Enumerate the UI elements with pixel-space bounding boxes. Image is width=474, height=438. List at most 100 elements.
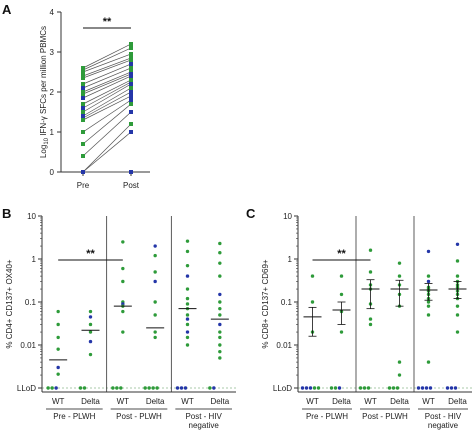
c-data-point: [339, 292, 344, 297]
panel-letter-b: B: [2, 206, 11, 221]
b-data-point: [218, 335, 222, 340]
b-data-point: [218, 292, 222, 297]
b-data-point: [218, 356, 222, 360]
a-y-axis-title-prefix: Log: [39, 145, 48, 158]
b-data-point: [121, 266, 125, 271]
c-x-category-label: WT: [364, 397, 377, 406]
a-post-point: [129, 98, 133, 102]
c-data-point: [455, 304, 460, 308]
c-data-point: [310, 300, 315, 304]
b-data-point: [218, 330, 222, 334]
c-x-category-label: WT: [306, 397, 319, 406]
b-data-point: [218, 343, 222, 347]
panel-letter-c: C: [246, 206, 256, 221]
b-data-point: [121, 330, 125, 334]
b-data-point: [151, 386, 155, 390]
b-group-label: Pre - PLWH: [53, 412, 95, 421]
c-data-point: [416, 386, 421, 390]
b-data-point: [56, 322, 60, 327]
a-y-tick-label: 4: [50, 8, 55, 17]
a-pair-line: [82, 81, 132, 109]
a-post-point: [129, 102, 133, 106]
c-data-point: [339, 274, 344, 278]
c-y-tick-label: LLoD: [273, 384, 292, 393]
a-post-point: [129, 122, 133, 126]
a-pair-line: [82, 123, 132, 173]
b-y-tick-label: 0.1: [25, 298, 37, 307]
c-y-axis-title: % CD8+ CD137+ CD69+: [261, 259, 270, 348]
b-data-point: [183, 386, 188, 390]
c-data-point: [316, 386, 321, 390]
a-x-category-label: Pre: [77, 181, 90, 190]
b-data-point: [212, 386, 216, 390]
a-post-point: [129, 94, 133, 98]
a-post-point: [129, 42, 133, 46]
a-pre-point: [81, 130, 85, 134]
a-y-axis-title-sub: 10: [44, 137, 50, 144]
a-post-point: [129, 86, 133, 90]
a-post-point: [129, 130, 133, 134]
a-y-tick-label: 2: [50, 88, 55, 97]
b-data-point: [185, 322, 190, 327]
c-x-category-label: Delta: [390, 397, 409, 406]
b-group-label: Post - HIV: [185, 412, 222, 421]
c-data-point: [426, 313, 431, 317]
c-group-label: Post - PLWH: [362, 412, 408, 421]
c-data-point: [455, 242, 460, 246]
a-pair-line: [82, 111, 132, 157]
a-pair-line: [82, 75, 132, 99]
b-data-point: [185, 287, 190, 291]
c-data-point: [368, 322, 373, 327]
b-data-point: [153, 300, 157, 304]
b-data-point: [111, 386, 115, 390]
a-significance-label: **: [103, 16, 112, 28]
b-x-category-label: Delta: [210, 397, 229, 406]
c-data-point: [426, 274, 431, 278]
b-data-point: [56, 335, 60, 340]
a-post-point: [129, 62, 133, 66]
b-data-point: [153, 270, 157, 274]
c-group-label: negative: [428, 421, 459, 430]
c-group-label: Pre - PLWH: [306, 412, 348, 421]
b-data-point: [185, 330, 190, 334]
a-pair-line: [82, 99, 132, 133]
b-data-point: [153, 244, 157, 248]
c-data-point: [362, 386, 367, 390]
a-pre-point: [81, 82, 85, 86]
a-pre-point: [81, 110, 85, 114]
a-y-axis-title: Log10 IFN-γ SFCs per million PBMCs: [39, 26, 50, 158]
a-pre-point: [81, 102, 85, 106]
b-data-point: [121, 240, 125, 244]
panel-b-chart: 10 1 0.1 0.01 LLoD % CD4+ CD137+ OX40+ WT Delta…: [5, 212, 236, 430]
panel-c-chart: 10 1 0.1 0.01 LLoD % CD8+ CD137+ CD69+ WT Delta…: [261, 212, 472, 430]
b-data-point: [78, 386, 83, 390]
a-pair-line: [82, 95, 132, 121]
b-data-point: [153, 313, 157, 317]
b-data-point: [119, 386, 123, 390]
b-x-category-label: WT: [117, 397, 130, 406]
b-y-tick-label: LLoD: [17, 384, 36, 393]
c-data-point: [333, 386, 338, 390]
c-data-point: [368, 248, 373, 252]
b-y-tick-label: 0.01: [20, 341, 36, 350]
b-data-point: [185, 335, 190, 340]
c-data-point: [449, 386, 454, 390]
a-y-tick-label: 0: [50, 168, 55, 177]
a-pre-point: [81, 154, 85, 158]
b-data-point: [185, 343, 190, 347]
c-data-point: [426, 360, 431, 364]
a-post-point: [129, 66, 133, 70]
a-pair-line: [82, 103, 132, 145]
a-pair-line: [82, 79, 132, 105]
a-y-axis-title-suffix: IFN-γ SFCs per million PBMCs: [39, 26, 48, 138]
b-data-point: [88, 322, 93, 327]
c-significance-label: **: [337, 248, 346, 260]
b-data-point: [218, 251, 222, 255]
c-y-tick-label: 10: [283, 212, 292, 221]
b-data-point: [88, 339, 93, 344]
c-data-point: [397, 373, 402, 377]
a-post-point: [129, 90, 133, 94]
a-pair-line: [82, 59, 132, 79]
